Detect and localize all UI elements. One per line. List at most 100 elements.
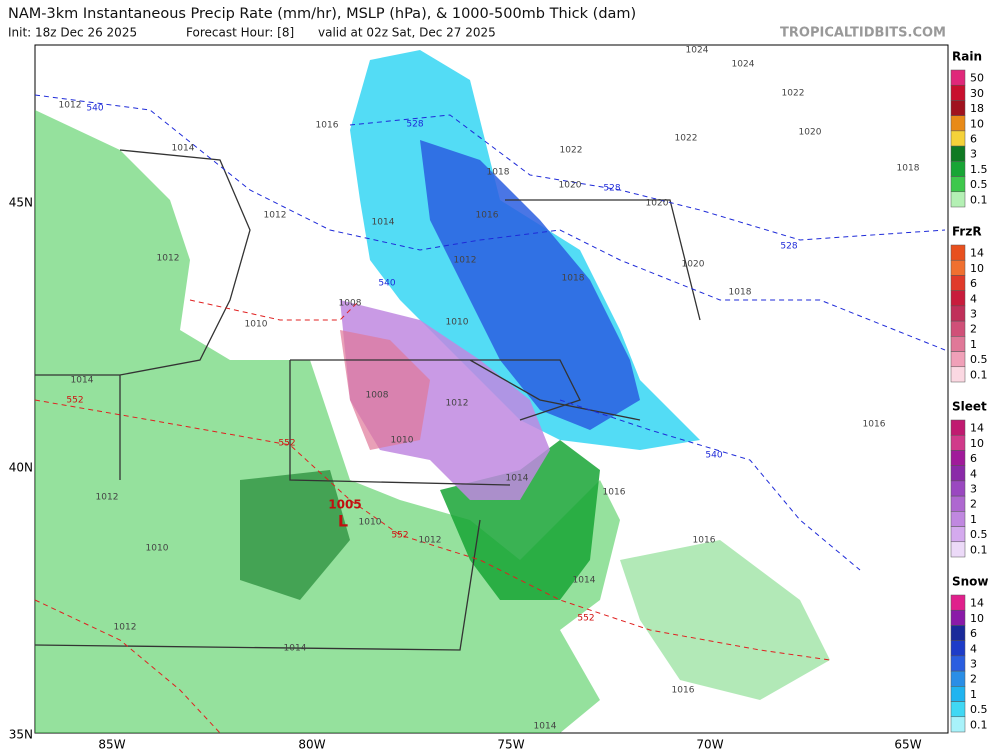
snow-area bbox=[420, 140, 640, 430]
legend-label: 10 bbox=[970, 117, 984, 130]
legend-label: 2 bbox=[970, 673, 977, 686]
contour-label: 1018 bbox=[729, 288, 752, 298]
legend-label: 10 bbox=[970, 262, 984, 275]
rain-area bbox=[620, 540, 830, 700]
contour-label: 1014 bbox=[172, 144, 195, 154]
legend-swatch bbox=[950, 594, 966, 611]
legend-swatch bbox=[950, 655, 966, 672]
legend-swatch bbox=[950, 320, 966, 337]
legend-label: 0.5 bbox=[970, 528, 988, 541]
contour-label: 1024 bbox=[686, 46, 709, 56]
legend-swatch bbox=[950, 716, 966, 733]
legend-label: 0.5 bbox=[970, 353, 988, 366]
legend-label: 6 bbox=[970, 277, 977, 290]
legend-label: 0.1 bbox=[970, 193, 988, 206]
thickness-contour bbox=[34, 599, 221, 734]
legend-label: 1 bbox=[970, 338, 977, 351]
contour-label: 552 bbox=[278, 439, 295, 449]
contour-label: 1014 bbox=[534, 722, 557, 732]
contour-label: 1020 bbox=[799, 128, 822, 138]
legend-swatch bbox=[950, 465, 966, 482]
legend-swatch bbox=[950, 366, 966, 383]
legend-label: 1 bbox=[970, 513, 977, 526]
contour-label: 1010 bbox=[446, 318, 469, 328]
legend-swatch bbox=[950, 450, 966, 466]
contour-label: 1016 bbox=[672, 686, 695, 696]
legend-label: 1 bbox=[970, 688, 977, 701]
legend-label: 3 bbox=[970, 483, 977, 496]
legend-label: 10 bbox=[970, 437, 984, 450]
contour-label: 1012 bbox=[454, 256, 477, 266]
contour-label: 1012 bbox=[114, 623, 137, 633]
contour-label: 1012 bbox=[264, 211, 287, 221]
legend-label: 50 bbox=[970, 72, 984, 85]
contour-label: 528 bbox=[780, 242, 797, 252]
legend-label: 14 bbox=[970, 597, 984, 610]
legend-swatch bbox=[950, 69, 966, 86]
contour-label: 1020 bbox=[559, 181, 582, 191]
contour-label: 1012 bbox=[157, 254, 180, 264]
contour-label: 1022 bbox=[675, 134, 698, 144]
legend-swatch bbox=[950, 244, 966, 261]
contour-label: 1012 bbox=[446, 399, 469, 409]
low-symbol: L bbox=[338, 512, 348, 531]
contour-label: 1018 bbox=[487, 168, 510, 178]
lat-label: 35N bbox=[9, 728, 33, 742]
contour-label: 1016 bbox=[316, 121, 339, 131]
legend-label: 3 bbox=[970, 148, 977, 161]
contour-label: 1010 bbox=[391, 436, 414, 446]
rain-area bbox=[240, 470, 350, 600]
legend-title: Sleet bbox=[952, 400, 987, 414]
legend-swatch bbox=[950, 686, 966, 702]
contour-label: 1014 bbox=[573, 576, 596, 586]
contour-label: 1014 bbox=[372, 218, 395, 228]
legend-label: 6 bbox=[970, 133, 977, 146]
legend-label: 10 bbox=[970, 612, 984, 625]
contour-label: 1018 bbox=[562, 274, 585, 284]
thickness-contour bbox=[349, 114, 946, 241]
contour-label: 1010 bbox=[245, 320, 268, 330]
legend-label: 0.5 bbox=[970, 703, 988, 716]
thickness-contour bbox=[34, 94, 946, 351]
legend-label: 6 bbox=[970, 627, 977, 640]
lon-label: 65W bbox=[894, 738, 921, 752]
contour-label: 1012 bbox=[59, 101, 82, 111]
title: NAM-3km Instantaneous Precip Rate (mm/hr… bbox=[8, 6, 636, 22]
legend-swatch bbox=[950, 625, 966, 641]
lon-label: 70W bbox=[696, 738, 723, 752]
contour-label: 1016 bbox=[693, 536, 716, 546]
contour-label: 540 bbox=[378, 279, 395, 289]
init: Init: 18z Dec 26 2025 bbox=[8, 26, 137, 40]
legend-swatch bbox=[950, 145, 966, 162]
legend-label: 0.1 bbox=[970, 543, 988, 556]
legend-swatch bbox=[950, 511, 966, 527]
lat-label: 40N bbox=[9, 461, 33, 475]
contour-label: 552 bbox=[391, 531, 408, 541]
contour-label: 1016 bbox=[603, 488, 626, 498]
contour-label: 540 bbox=[86, 104, 103, 114]
legend-swatch bbox=[950, 640, 966, 657]
legend-swatch bbox=[950, 115, 966, 132]
legend-swatch bbox=[950, 84, 966, 101]
thickness-contour bbox=[189, 299, 361, 321]
legend-swatch bbox=[950, 275, 966, 291]
rain-area bbox=[35, 110, 620, 733]
contour-label: 1010 bbox=[146, 544, 169, 554]
legend-swatch bbox=[950, 701, 966, 718]
thickness-contour bbox=[34, 399, 831, 661]
legend-swatch bbox=[950, 305, 966, 322]
legend-label: 0.1 bbox=[970, 368, 988, 381]
contour-label: 552 bbox=[577, 614, 594, 624]
legend-swatch bbox=[950, 290, 966, 307]
contour-label: 528 bbox=[406, 120, 423, 130]
low-pressure: 1005 bbox=[328, 498, 361, 512]
contour-label: 1020 bbox=[682, 260, 705, 270]
legend-title: Rain bbox=[952, 50, 982, 64]
legend-label: 6 bbox=[970, 452, 977, 465]
contour-label: 552 bbox=[66, 396, 83, 406]
contour-label: 1010 bbox=[359, 518, 382, 528]
contour-label: 1012 bbox=[96, 493, 119, 503]
contour-label: 1016 bbox=[863, 420, 886, 430]
